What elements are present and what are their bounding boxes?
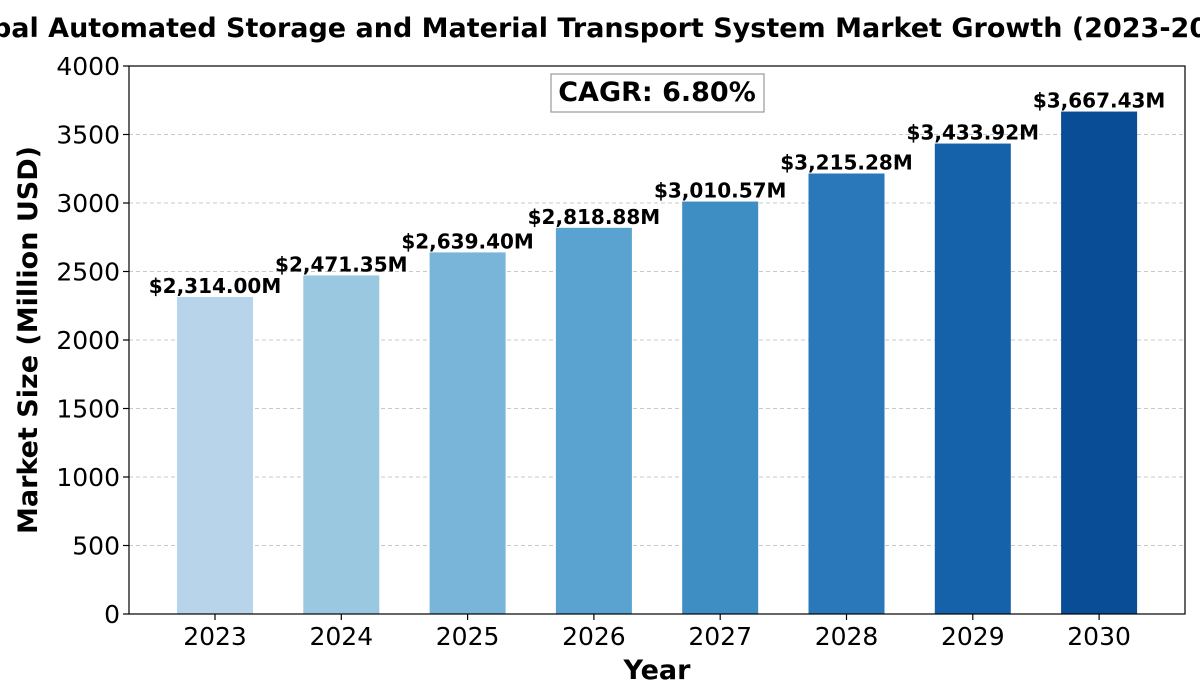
x-tick-label: 2027 <box>688 622 752 651</box>
x-tick-label: 2024 <box>309 622 373 651</box>
x-tick-label: 2030 <box>1067 622 1131 651</box>
y-axis-label: Market Size (Million USD) <box>13 146 44 534</box>
bar-2030 <box>1061 111 1138 615</box>
gridlines <box>129 65 1185 615</box>
x-tick-label: 2029 <box>941 622 1005 651</box>
bar-value-labels: $2,314.00M$2,471.35M$2,639.40M$2,818.88M… <box>149 89 1166 298</box>
bar-value-label: $2,314.00M <box>149 274 282 298</box>
y-tick-label: 500 <box>72 532 120 561</box>
x-tick-label: 2025 <box>436 622 500 651</box>
y-tick-label: 4000 <box>56 52 120 81</box>
bar-value-label: $3,215.28M <box>780 151 913 175</box>
bar-value-label: $2,818.88M <box>528 205 661 229</box>
cagr-annotation: CAGR: 6.80% <box>550 73 765 113</box>
y-tick-label: 1500 <box>56 395 120 424</box>
y-tick-label: 2000 <box>56 326 120 355</box>
chart-title: Global Automated Storage and Material Tr… <box>0 13 1200 44</box>
bar-value-label: $3,667.43M <box>1033 89 1166 113</box>
bar-2027 <box>682 201 759 614</box>
y-tick-label: 1000 <box>56 463 120 492</box>
bar-2028 <box>808 173 885 614</box>
x-axis-label: Year <box>623 655 692 686</box>
bar-2023 <box>177 296 253 614</box>
bars <box>177 111 1138 615</box>
bar-2029 <box>934 143 1011 614</box>
x-tick-label: 2028 <box>815 622 879 651</box>
y-tick-label: 3000 <box>56 189 120 218</box>
cagr-box <box>550 73 765 113</box>
y-axis-ticks: 0 500 1000 1500 2000 2500 3000 3500 4000 <box>56 52 129 629</box>
bar-2025 <box>429 252 506 614</box>
bar-value-label: $2,471.35M <box>275 252 408 276</box>
cagr-text: CAGR: 6.80% <box>558 77 756 108</box>
y-tick-label: 3500 <box>56 121 120 150</box>
y-tick-label: 0 <box>104 600 120 629</box>
x-tick-label: 2026 <box>562 622 626 651</box>
x-tick-label: 2023 <box>183 622 247 651</box>
bar-value-label: $3,010.57M <box>654 179 787 203</box>
bar-value-label: $2,639.40M <box>401 229 534 253</box>
bar-2026 <box>555 227 632 614</box>
x-axis-ticks: 2023 2024 2025 2026 2027 2028 2029 2030 <box>183 614 1131 651</box>
bar-2024 <box>303 275 380 614</box>
bar-value-label: $3,433.92M <box>907 121 1040 145</box>
y-tick-label: 2500 <box>56 258 120 287</box>
